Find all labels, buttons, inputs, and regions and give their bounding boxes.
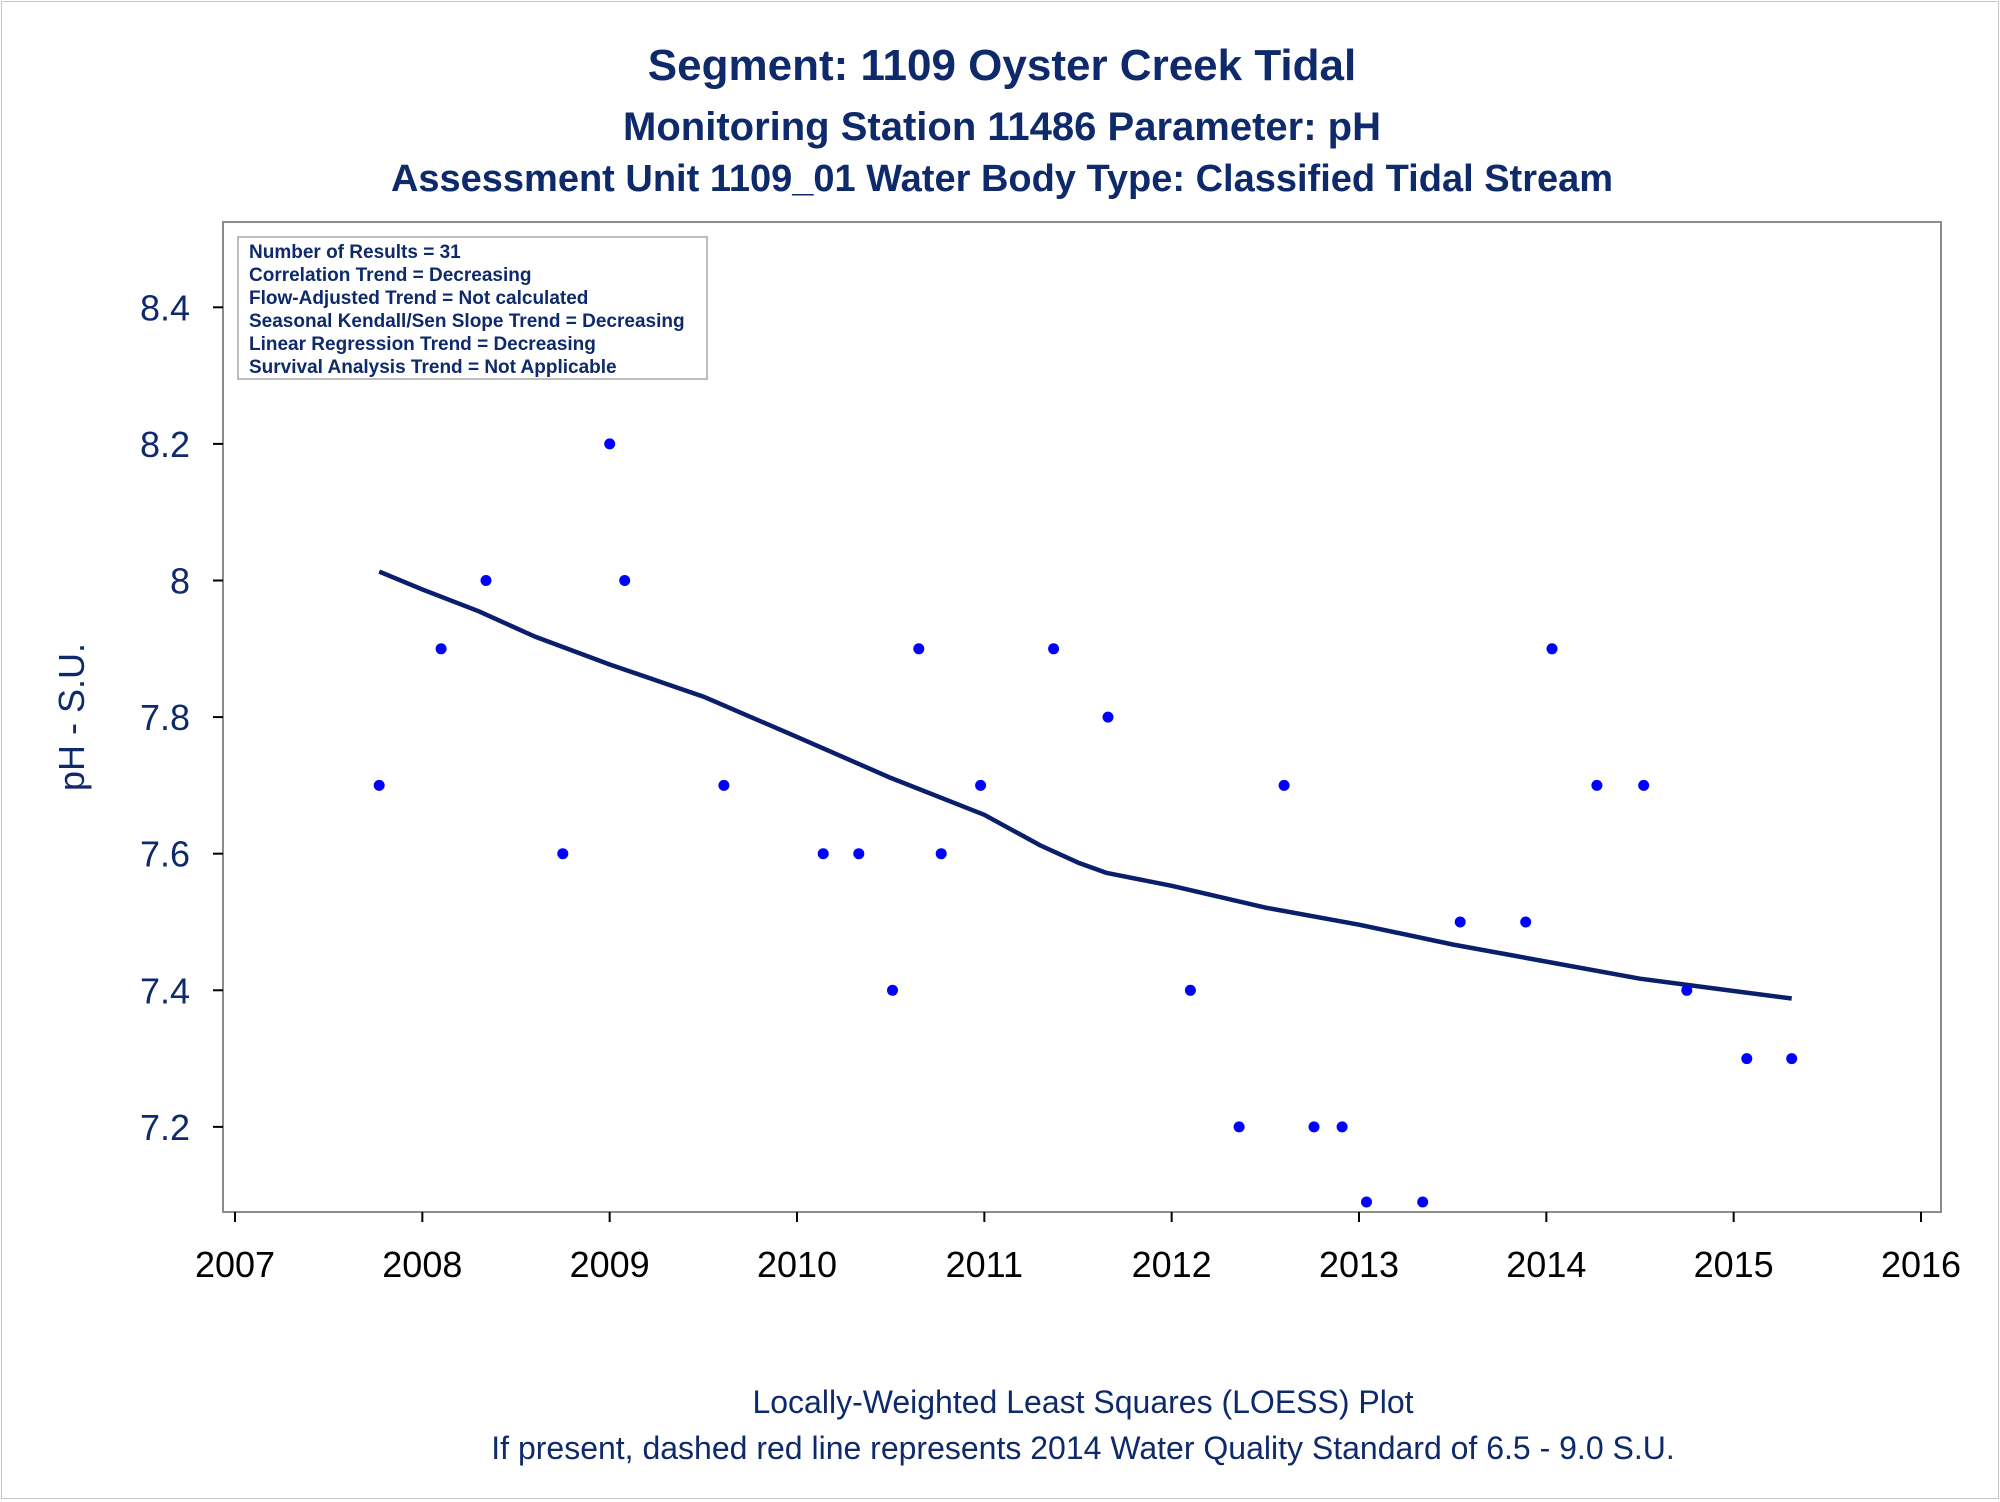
x-axis: 2007 2008 2009 2010 2011 2012 2013 2014 2015 2016 xyxy=(195,1212,1961,1285)
x-tick-label: 2015 xyxy=(1694,1244,1774,1285)
data-point xyxy=(1741,1053,1753,1065)
footnote-standard: If present, dashed red line represents 2… xyxy=(491,1430,1674,1466)
info-box: Number of Results = 31 Correlation Trend… xyxy=(237,236,708,380)
y-tick-label: 8 xyxy=(170,560,190,601)
data-point xyxy=(1278,779,1290,791)
chart-title: Segment: 1109 Oyster Creek Tidal xyxy=(648,41,1356,90)
loess-line xyxy=(378,569,1792,1001)
data-point xyxy=(1638,779,1650,791)
data-point xyxy=(373,779,385,791)
chart-subtitle: Monitoring Station 11486 Parameter: pH xyxy=(623,105,1381,149)
x-tick-label: 2014 xyxy=(1506,1244,1586,1285)
data-point xyxy=(853,848,865,860)
x-tick-label: 2013 xyxy=(1319,1244,1399,1285)
data-point xyxy=(619,575,631,586)
info-line: Linear Regression Trend = Decreasing xyxy=(249,334,596,355)
data-points xyxy=(373,240,1798,1208)
chart-subtitle-2: Assessment Unit 1109_01 Water Body Type:… xyxy=(391,158,1613,200)
info-line: Seasonal Kendall/Sen Slope Trend = Decre… xyxy=(249,311,685,332)
x-tick-label: 2007 xyxy=(195,1244,275,1285)
y-tick-label: 7.8 xyxy=(140,697,190,738)
data-point xyxy=(913,643,925,655)
y-axis: 7.2 7.4 7.6 7.8 8 8.2 8.4 xyxy=(140,287,223,1148)
info-box-border xyxy=(237,236,708,380)
y-tick-label: 8.4 xyxy=(140,287,190,328)
data-point xyxy=(1546,643,1558,655)
data-point xyxy=(1520,916,1532,928)
x-tick-label: 2016 xyxy=(1881,1244,1961,1285)
data-point xyxy=(1184,984,1196,996)
data-point xyxy=(718,779,730,791)
info-line: Survival Analysis Trend = Not Applicable xyxy=(249,357,617,378)
x-tick-label: 2010 xyxy=(757,1244,837,1285)
data-point xyxy=(1102,711,1114,723)
info-line: Number of Results = 31 xyxy=(249,242,461,263)
x-tick-label: 2008 xyxy=(382,1244,462,1285)
y-axis-label: pH - S.U. xyxy=(51,643,92,791)
data-point xyxy=(1308,1121,1320,1133)
data-point xyxy=(1361,1196,1372,1208)
data-point xyxy=(604,438,616,450)
data-point xyxy=(975,779,987,791)
data-point xyxy=(817,848,829,860)
y-tick-label: 7.6 xyxy=(140,834,190,875)
data-point xyxy=(1454,916,1466,928)
x-tick-label: 2009 xyxy=(570,1244,650,1285)
y-tick-label: 8.2 xyxy=(140,424,190,465)
data-point xyxy=(1786,1053,1798,1065)
data-point xyxy=(435,643,447,655)
x-tick-label: 2011 xyxy=(946,1244,1023,1285)
data-point xyxy=(1233,1121,1245,1133)
y-tick-label: 7.2 xyxy=(140,1107,190,1148)
x-tick-label: 2012 xyxy=(1132,1244,1212,1285)
data-point xyxy=(1681,984,1693,996)
info-line: Flow-Adjusted Trend = Not calculated xyxy=(249,288,588,309)
data-point xyxy=(1336,1121,1348,1133)
data-point xyxy=(480,575,492,586)
data-point xyxy=(887,984,898,996)
data-point xyxy=(1591,779,1603,791)
footnote-method: Locally-Weighted Least Squares (LOESS) P… xyxy=(752,1384,1413,1420)
data-point xyxy=(557,848,569,860)
data-point xyxy=(1048,643,1060,655)
loess-layer xyxy=(378,569,1792,1001)
info-line: Correlation Trend = Decreasing xyxy=(249,265,531,286)
data-point xyxy=(1417,1196,1429,1208)
data-point xyxy=(935,848,947,860)
y-tick-label: 7.4 xyxy=(140,970,190,1011)
